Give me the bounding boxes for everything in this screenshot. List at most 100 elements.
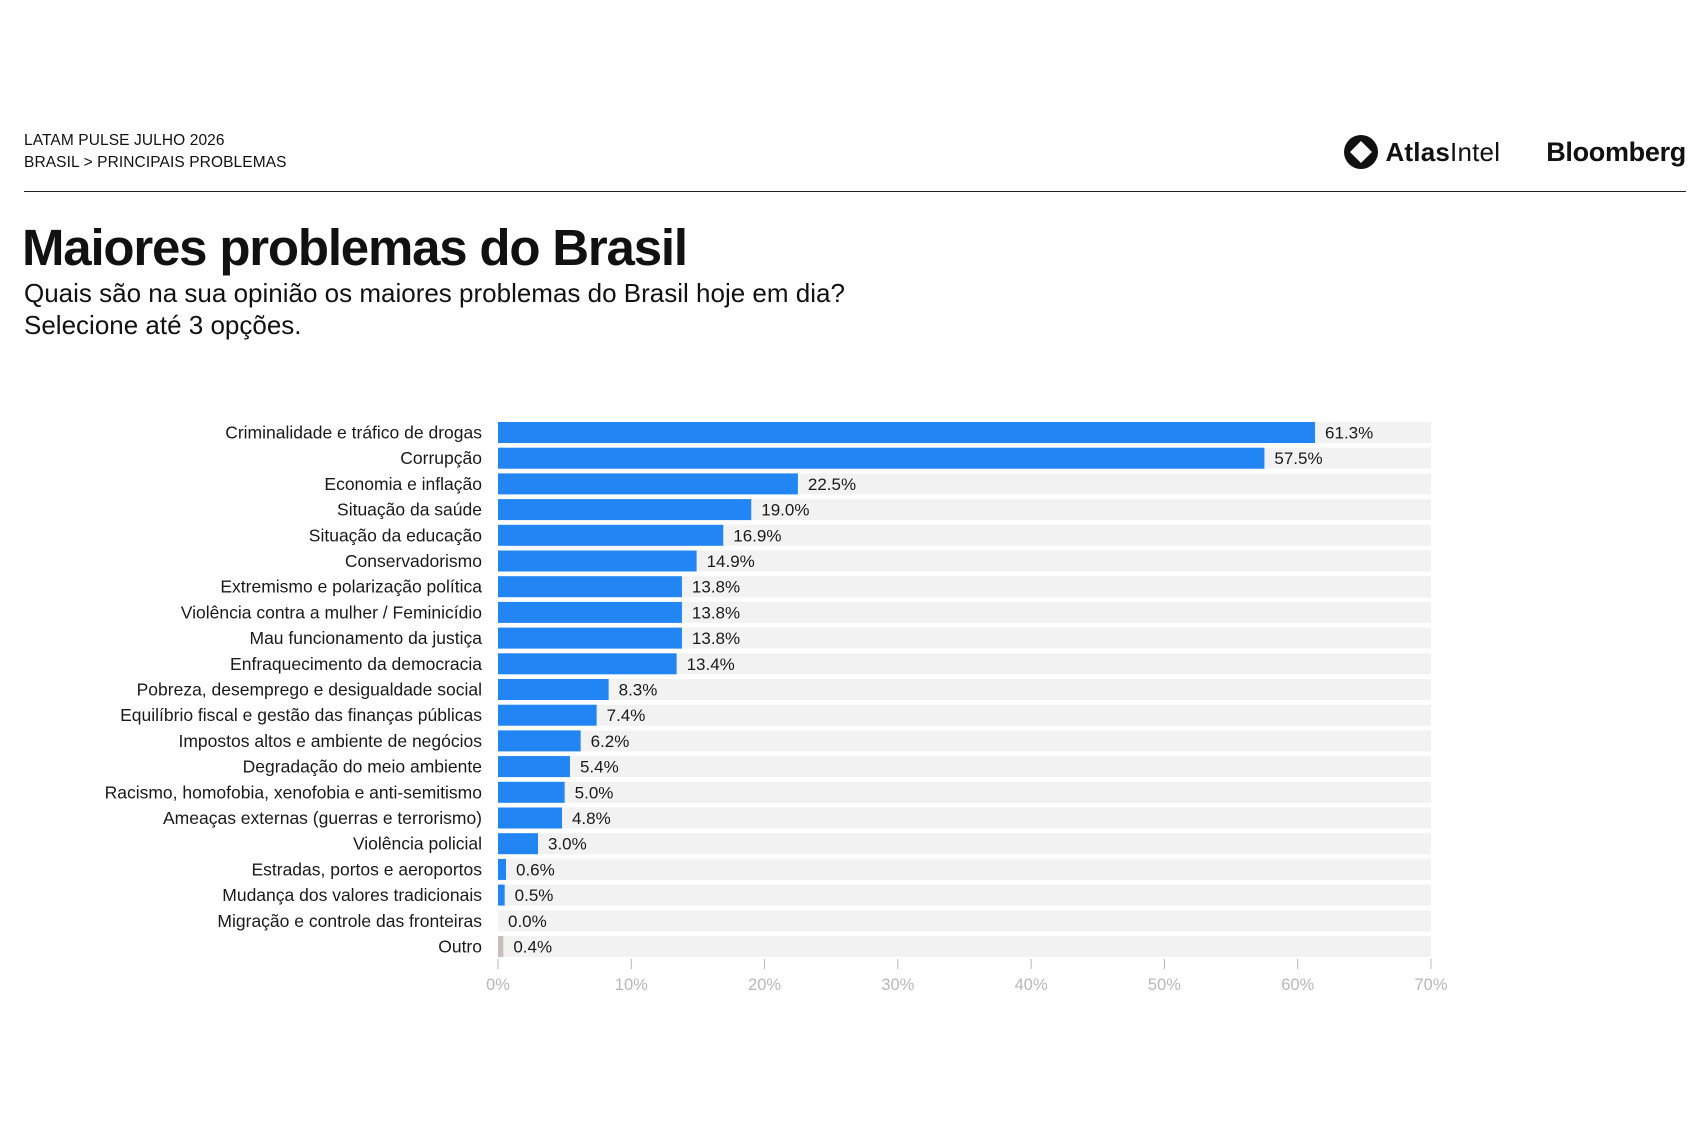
bar-track <box>498 576 1431 598</box>
header-divider <box>24 191 1686 192</box>
bar-chart: Criminalidade e tráfico de drogas 61.3% Co… <box>105 422 1448 994</box>
bar <box>498 601 682 623</box>
bar-track <box>498 936 1431 957</box>
bar-track <box>498 858 1431 880</box>
bar-track <box>498 704 1431 726</box>
category-label: Mudança dos valores tradicionais <box>222 885 482 905</box>
category-label: Racismo, homofobia, xenofobia e anti-sem… <box>105 782 482 802</box>
bar-track <box>498 524 1431 546</box>
subtitle-line-1: Quais são na sua opinião os maiores prob… <box>24 278 845 308</box>
value-label: 0.5% <box>515 886 554 905</box>
value-label: 13.8% <box>692 603 740 622</box>
bar <box>498 627 682 649</box>
category-label: Situação da saúde <box>337 500 482 520</box>
value-label: 19.0% <box>761 501 809 520</box>
x-tick-label: 70% <box>1414 976 1447 994</box>
bar-track <box>498 679 1431 700</box>
logos: AtlasIntel Bloomberg <box>1343 132 1686 172</box>
header-meta: LATAM PULSE JULHO 2026 BRASIL > PRINCIPA… <box>24 130 287 174</box>
bar-track <box>498 627 1431 649</box>
category-label: Extremismo e polarização política <box>220 577 482 597</box>
value-label: 13.4% <box>687 655 735 674</box>
x-tick-label: 50% <box>1148 976 1181 994</box>
bar <box>498 576 682 598</box>
value-label: 13.8% <box>692 578 740 597</box>
x-tick-label: 40% <box>1015 976 1048 994</box>
value-label: 5.4% <box>580 758 619 777</box>
category-label: Impostos altos e ambiente de negócios <box>178 731 482 751</box>
atlasintel-wordmark-intel: Intel <box>1450 136 1501 167</box>
x-tick-label: 10% <box>615 976 648 994</box>
category-label: Equilíbrio fiscal e gestão das finanças … <box>120 705 482 725</box>
category-label: Outro <box>438 937 482 957</box>
value-label: 6.2% <box>591 732 630 751</box>
bar-track <box>498 730 1431 752</box>
bar-track <box>498 653 1431 675</box>
x-tick-label: 30% <box>881 976 914 994</box>
value-label: 0.0% <box>508 912 547 931</box>
category-label: Violência policial <box>353 834 482 854</box>
bar <box>498 679 609 700</box>
atlasintel-logo: AtlasIntel <box>1343 134 1500 170</box>
category-label: Mau funcionamento da justiça <box>250 628 483 648</box>
bar <box>498 936 504 957</box>
category-label: Degradação do meio ambiente <box>243 757 482 777</box>
bar <box>498 756 570 778</box>
bar <box>498 807 562 829</box>
bar <box>498 858 506 880</box>
category-label: Situação da educação <box>309 525 482 545</box>
category-label: Economia e inflação <box>324 474 482 494</box>
category-label: Corrupção <box>400 448 482 468</box>
bar <box>498 473 798 495</box>
value-label: 14.9% <box>707 552 755 571</box>
value-label: 16.9% <box>733 526 781 545</box>
x-tick-label: 0% <box>486 976 510 994</box>
chart-title: Maiores problemas do Brasil <box>22 219 688 276</box>
value-label: 8.3% <box>619 681 658 700</box>
category-label: Enfraquecimento da democracia <box>230 654 482 674</box>
category-label: Ameaças externas (guerras e terrorismo) <box>163 808 482 828</box>
bar-track <box>498 550 1431 572</box>
bar-track <box>498 601 1431 623</box>
bar-track <box>498 910 1431 932</box>
category-label: Criminalidade e tráfico de drogas <box>225 423 482 443</box>
subtitle-line-2: Selecione até 3 opções. <box>24 310 302 340</box>
category-label: Conservadorismo <box>345 551 482 571</box>
value-label: 7.4% <box>607 706 646 725</box>
bar <box>498 730 581 752</box>
atlasintel-wordmark-atlas: Atlas <box>1385 136 1451 167</box>
bar <box>498 524 724 546</box>
value-label: 5.0% <box>575 783 614 802</box>
atlasintel-mark-icon <box>1344 135 1379 169</box>
bar <box>498 704 597 726</box>
bar <box>498 499 752 521</box>
bar <box>498 653 677 675</box>
value-label: 13.8% <box>692 629 740 648</box>
bar <box>498 781 565 803</box>
bar <box>498 884 505 906</box>
value-label: 3.0% <box>548 835 587 854</box>
x-tick-label: 60% <box>1281 976 1314 994</box>
bar-track <box>498 833 1431 855</box>
bar <box>498 422 1316 443</box>
category-label: Estradas, portos e aeroportos <box>251 859 482 879</box>
bar-track <box>498 807 1431 829</box>
bar-track <box>498 756 1431 778</box>
survey-name: LATAM PULSE JULHO 2026 <box>24 132 225 149</box>
value-label: 22.5% <box>808 475 856 494</box>
atlasintel-wordmark: AtlasIntel <box>1385 137 1500 168</box>
value-label: 0.4% <box>513 938 552 957</box>
value-label: 0.6% <box>516 860 555 879</box>
breadcrumb: BRASIL > PRINCIPAIS PROBLEMAS <box>24 154 287 171</box>
bar-track <box>498 884 1431 906</box>
bar <box>498 550 697 572</box>
category-label: Migração e controle das fronteiras <box>217 911 482 931</box>
category-label: Violência contra a mulher / Feminicídio <box>181 602 482 622</box>
value-label: 61.3% <box>1325 424 1373 443</box>
x-tick-label: 20% <box>748 976 781 994</box>
category-label: Pobreza, desemprego e desigualdade socia… <box>137 680 482 700</box>
bar <box>498 447 1265 469</box>
bloomberg-logo: Bloomberg <box>1546 136 1686 167</box>
chart-subtitle: Quais são na sua opinião os maiores prob… <box>24 277 845 341</box>
bar-track <box>498 781 1431 803</box>
